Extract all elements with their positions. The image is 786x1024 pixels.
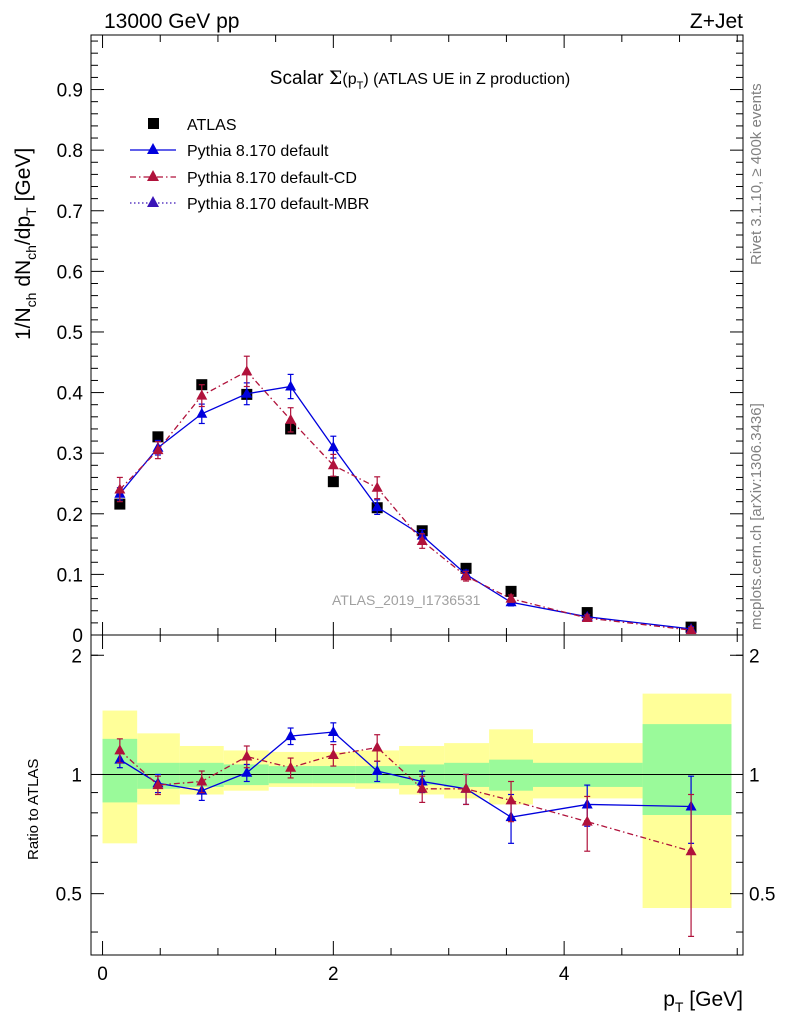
ratio-data-point-triangle: [196, 775, 208, 786]
main-series-line-dashdot: [119, 370, 692, 631]
main-y-tick-label: 0.5: [57, 323, 83, 344]
ratio-data-point-triangle: [241, 766, 253, 777]
ratio-uncertainty-bands: [102, 693, 732, 909]
main-data-point-triangle: [416, 535, 428, 546]
ratio-data-point-triangle: [416, 782, 428, 793]
ratio-data-point-triangle: [460, 782, 472, 793]
ratio-y-tick-label-left: 0.5: [56, 885, 82, 906]
legend-marker-default: [147, 143, 159, 154]
main-data-point-triangle: [114, 483, 126, 494]
atlas-data-point: [152, 431, 164, 443]
main-data-point-triangle: [505, 592, 517, 603]
legend: ATLAS Pythia 8.170 default Pythia 8.170 …: [130, 117, 369, 213]
ratio-data-point-triangle: [327, 726, 339, 737]
main-data-point-triangle: [371, 501, 383, 512]
header-energy-label: 13000 GeV pp: [104, 10, 239, 33]
legend-marker-atlas: [148, 118, 159, 129]
main-y-tick-label: 0.9: [57, 81, 83, 102]
main-data-point-triangle: [371, 481, 383, 492]
legend-marker-mbr: [147, 196, 159, 207]
main-data-point-triangle: [241, 387, 253, 398]
ratio-y-tick-label-right: 1: [749, 765, 760, 786]
ratio-y-tick-label-right: 0.5: [749, 885, 775, 906]
main-y-tick-label: 0.1: [57, 565, 83, 586]
main-y-tick-label: 0.4: [57, 384, 84, 405]
main-y-tick-label: 0.7: [57, 202, 83, 223]
main-data-point-triangle: [327, 459, 339, 470]
ratio-data-point-triangle: [371, 741, 383, 752]
main-y-tick-label: 0.6: [57, 262, 83, 283]
main-y-tick-label: 0.2: [57, 505, 83, 526]
main-panel: 0 0.1 0.2 0.3 0.4 0.5 0.6 0.7 0.8 0.9 ATLAS_2019_…: [12, 34, 744, 647]
main-data-point-triangle: [285, 380, 297, 391]
ratio-series-layer: [114, 722, 697, 937]
ratio-data-point-triangle: [285, 761, 297, 772]
mcplots-reference-label: mcplots.cern.ch [arXiv:1306.3436]: [748, 403, 765, 630]
legend-label-default: Pythia 8.170 default: [187, 143, 329, 160]
main-data-point-triangle: [241, 365, 253, 376]
atlas-data-point: [114, 498, 126, 510]
legend-marker-cd: [147, 170, 159, 181]
x-axis-label: pT [GeV]: [663, 988, 743, 1015]
main-data-point-triangle: [196, 407, 208, 418]
main-series-layer: [114, 355, 697, 635]
ratio-y-tick-label-left: 1: [71, 765, 82, 786]
ratio-stat-uncertainty-band: [642, 724, 732, 815]
x-tick-label: 4: [559, 964, 570, 985]
header-process-label: Z+Jet: [690, 10, 743, 33]
ratio-data-point-triangle: [581, 815, 593, 826]
ratio-plot-frame: [90, 634, 744, 956]
atlas-data-point: [505, 585, 517, 597]
main-axis-ticks: 0 0.1 0.2 0.3 0.4 0.5 0.6 0.7 0.8 0.9: [57, 35, 743, 647]
x-tick-label: 2: [328, 964, 339, 985]
atlas-data-point: [460, 562, 472, 574]
ratio-data-point-triangle: [241, 750, 253, 761]
ratio-data-point-triangle: [685, 845, 697, 856]
legend-label-atlas: ATLAS: [187, 117, 237, 134]
main-data-point-triangle: [285, 413, 297, 424]
ratio-axis-ticks: 0.5 0.5 1 1 2 2 0 2 4: [56, 635, 775, 985]
main-data-point-triangle: [460, 570, 472, 581]
main-data-point-triangle: [152, 444, 164, 455]
main-y-tick-label: 0.3: [57, 444, 83, 465]
ratio-data-point-triangle: [327, 748, 339, 759]
ratio-data-point-triangle: [505, 794, 517, 805]
rivet-version-label: Rivet 3.1.10, ≥ 400k events: [748, 83, 765, 265]
atlas-data-point: [327, 476, 339, 488]
ratio-data-point-triangle: [371, 765, 383, 776]
main-data-point-triangle: [327, 441, 339, 452]
ratio-data-point-triangle: [285, 730, 297, 741]
main-y-tick-label: 0: [72, 626, 83, 647]
ratio-series-line-dashdot: [119, 746, 692, 852]
main-data-point-triangle: [581, 612, 593, 623]
legend-label-cd: Pythia 8.170 default-CD: [187, 170, 357, 187]
ratio-data-point-triangle: [114, 744, 126, 755]
analysis-watermark: ATLAS_2019_I1736531: [332, 592, 481, 608]
ratio-y-tick-label-left: 2: [71, 646, 82, 667]
legend-label-mbr: Pythia 8.170 default-MBR: [187, 196, 369, 213]
x-tick-label: 0: [97, 964, 108, 985]
main-data-point-triangle: [685, 624, 697, 635]
main-data-point-triangle: [196, 389, 208, 400]
ratio-y-tick-label-right: 2: [749, 646, 760, 667]
main-y-tick-label: 0.8: [57, 141, 83, 162]
main-y-axis-label: 1/Nch dNch/dpT [GeV]: [12, 148, 39, 340]
ratio-data-point-triangle: [152, 779, 164, 790]
plot-title: Scalar Σ(pT) (ATLAS UE in Z production): [270, 67, 570, 92]
ratio-panel: 0.5 0.5 1 1 2 2 0 2 4 Ratio to ATLAS pT [GeV]: [25, 634, 775, 1015]
ratio-y-axis-label: Ratio to ATLAS: [25, 759, 42, 860]
